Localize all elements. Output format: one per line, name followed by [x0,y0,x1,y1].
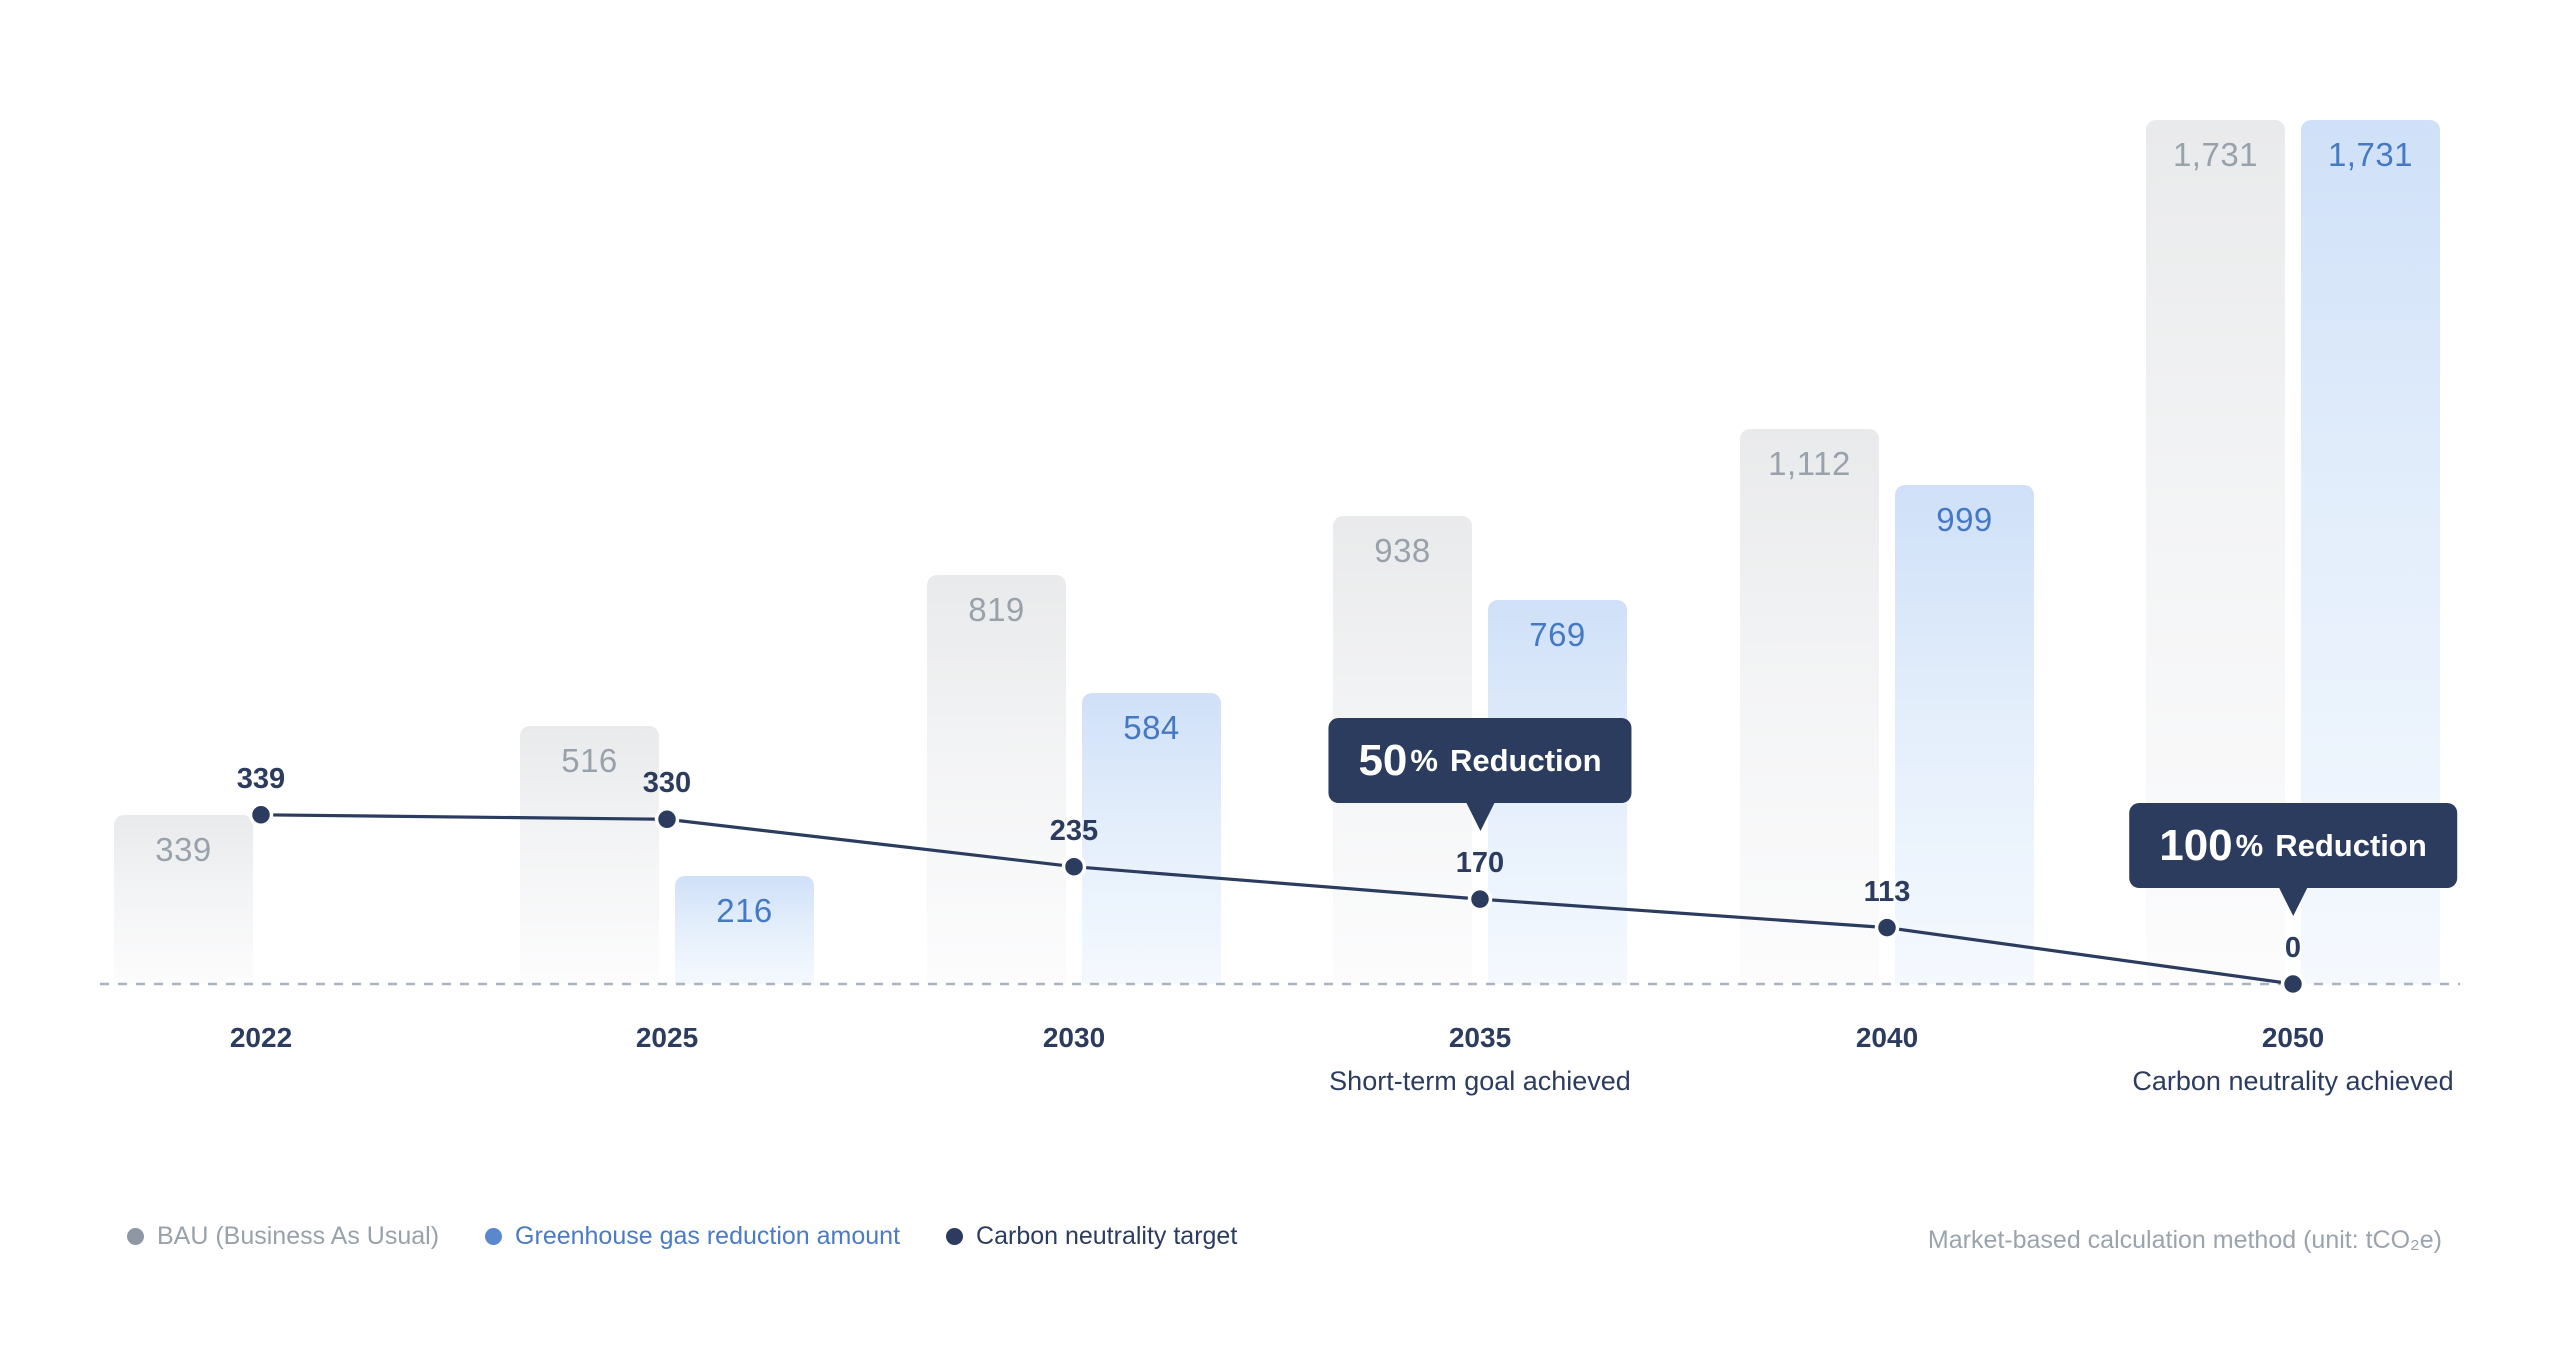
target-value-label: 170 [1455,847,1505,880]
bar-value-label: 216 [716,892,773,930]
bar-value-label: 1,731 [2327,136,2414,173]
legend-item-gray: BAU (Business As Usual) [127,1222,439,1251]
legend-dot-icon [127,1228,144,1245]
legend-dot-icon [485,1228,503,1245]
reduction-bar-2040: 999 [1895,485,2034,984]
target-value-label: 0 [2284,932,2302,964]
x-axis-label-2050: 2050 [2261,1022,2325,1053]
legend: BAU (Business As Usual) Greenhouse gas re… [127,1222,1237,1251]
target-value-label: 339 [236,762,286,795]
legend-label: Carbon neutrality target [976,1222,1238,1250]
bar-value-label: 819 [968,591,1025,629]
bar-value-label: 1,112 [1768,444,1851,482]
callout-text: Reduction [1449,742,1602,778]
target-dot-2025 [654,807,680,832]
reduction-bar-2030: 584 [1082,692,1221,984]
reduction-callout-100: 100% Reduction [2129,803,2457,888]
bar-value-label: 1,731 [2172,136,2259,173]
reduction-bar-2025: 216 [675,876,814,984]
legend-label: Greenhouse gas reduction amount [515,1222,901,1250]
x-axis-label-2035: 2035 [1448,1022,1512,1053]
x-axis-label-2030: 2030 [1042,1022,1106,1053]
bau-bar-2025: 516 [520,726,659,984]
bar-value-label: 769 [1529,616,1586,654]
target-value-label: 113 [1863,875,1911,908]
bar-value-label: 999 [1936,501,1993,539]
bau-bar-2040: 1,112 [1740,428,1879,984]
target-dot-2030 [1061,854,1087,879]
callout-text: Reduction [2275,827,2427,863]
legend-item-navy: Carbon neutrality target [946,1222,1237,1251]
legend-item-blue: Greenhouse gas reduction amount [485,1222,900,1251]
reduction-callout-50: 50% Reduction [1328,718,1632,804]
callout-percent-sign: % [1410,742,1438,778]
bar-value-label: 584 [1123,708,1180,746]
legend-label: BAU (Business As Usual) [157,1222,440,1250]
legend-dot-icon [946,1228,964,1245]
bar-value-label: 516 [561,742,618,780]
callout-percent-sign: % [2235,827,2264,863]
x-axis-label-2022: 2022 [229,1022,293,1053]
target-line [260,813,2294,986]
bar-value-label: 339 [155,830,212,868]
x-axis-sublabel-2035: Short-term goal achieved [1329,1066,1631,1096]
target-value-label: 235 [1049,814,1099,847]
target-dot-2022 [248,802,274,828]
x-axis-label-2025: 2025 [635,1022,699,1053]
target-dot-2040 [1874,915,1900,940]
bau-bar-2030: 819 [927,575,1066,984]
target-dot-2035 [1467,886,1493,912]
x-axis-label-2040: 2040 [1855,1022,1919,1053]
callout-number: 50 [1358,735,1408,785]
bar-value-label: 938 [1374,531,1431,569]
footnote: Market-based calculation method (unit: t… [1927,1226,2442,1254]
bau-bar-2022: 339 [114,814,253,984]
target-dot-2050 [2280,971,2306,997]
x-axis-sublabel-2050: Carbon neutrality achieved [2132,1066,2454,1096]
callout-number: 100 [2159,820,2233,870]
target-value-label: 330 [642,767,692,800]
